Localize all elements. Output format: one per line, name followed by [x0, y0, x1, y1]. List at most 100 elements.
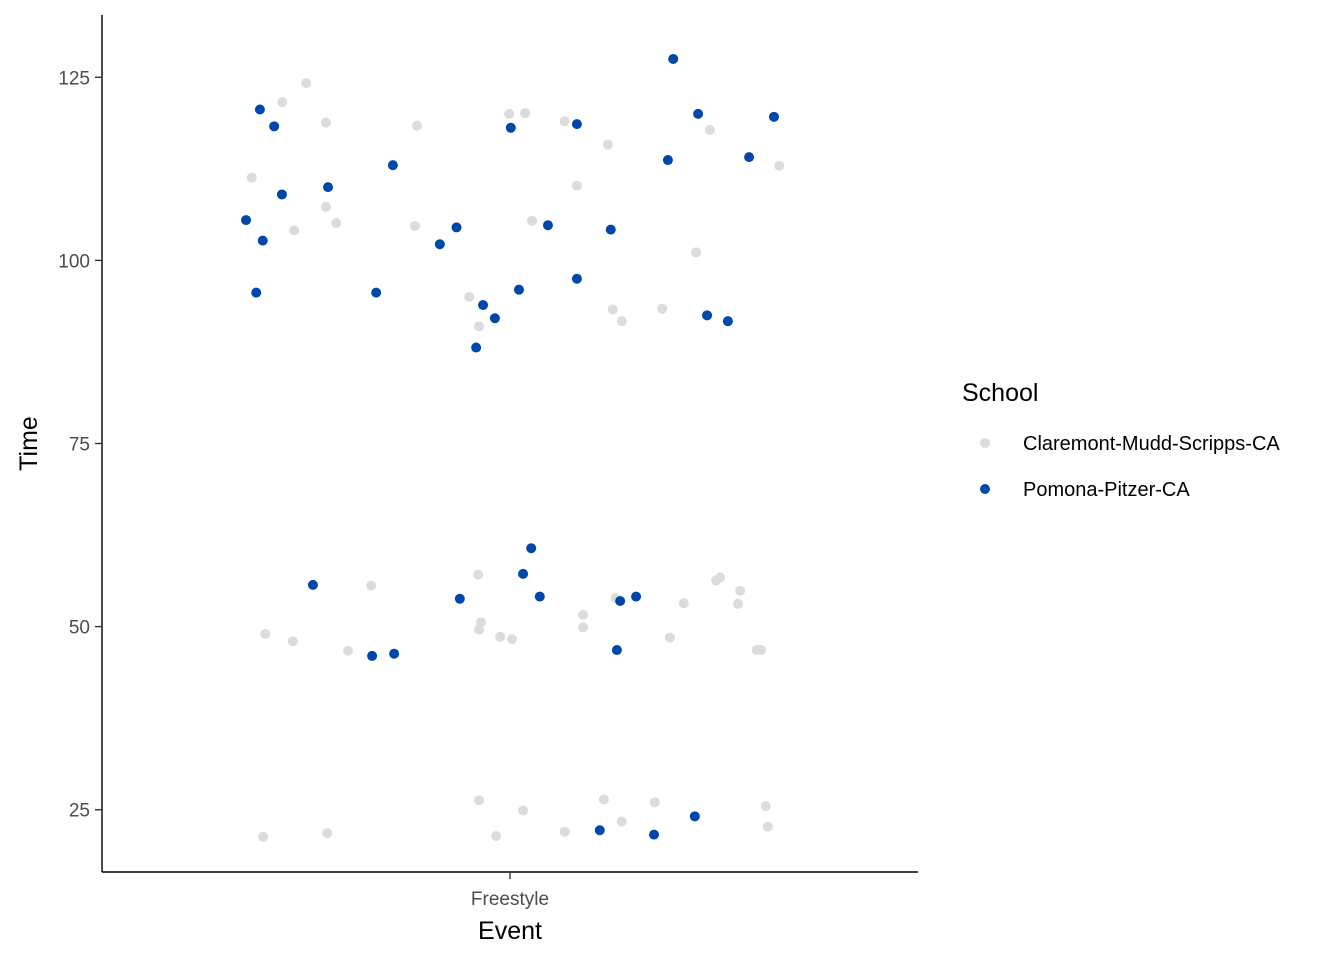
data-point: [489, 313, 500, 324]
data-point: [689, 811, 700, 822]
data-point: [254, 104, 265, 115]
y-tick-label: 50: [69, 618, 90, 639]
data-point: [762, 821, 773, 832]
data-point: [371, 287, 382, 298]
data-point: [527, 215, 538, 226]
data-point: [473, 321, 484, 332]
data-point: [320, 117, 331, 128]
data-point: [611, 645, 622, 656]
data-point: [616, 816, 627, 827]
data-point: [473, 624, 484, 635]
data-point: [473, 795, 484, 806]
data-point: [257, 235, 268, 246]
data-point: [702, 310, 713, 321]
data-point: [277, 97, 288, 108]
data-point: [735, 585, 746, 596]
legend-key: [980, 438, 990, 448]
data-point: [495, 631, 506, 642]
data-point: [323, 182, 334, 193]
data-point: [289, 225, 300, 236]
data-point: [258, 831, 269, 842]
data-point: [578, 609, 589, 620]
data-point: [454, 593, 465, 604]
data-point: [434, 239, 445, 250]
axes: 25 50 75 100 125 Freestyle Event Time: [15, 15, 918, 945]
data-point: [594, 825, 605, 836]
data-point: [301, 78, 311, 89]
data-point: [598, 794, 609, 805]
data-point: [366, 580, 377, 591]
data-point: [559, 116, 570, 127]
data-point: [491, 831, 502, 842]
data-point: [473, 569, 484, 580]
data-point: [387, 160, 398, 171]
data-point: [607, 304, 618, 315]
data-point: [649, 797, 660, 808]
data-point: [287, 636, 298, 647]
legend-label: Claremont-Mudd-Scripps-CA: [1023, 433, 1280, 455]
data-point: [760, 801, 771, 812]
data-point: [571, 180, 582, 191]
data-point: [657, 303, 668, 314]
legend: School Claremont-Mudd-Scripps-CA Pomona-P…: [962, 379, 1280, 501]
data-point: [691, 247, 702, 258]
data-point: [559, 826, 570, 837]
plot-area: [241, 53, 785, 842]
y-tick-label: 100: [58, 251, 90, 272]
y-axis-ticks: 25 50 75 100 125: [58, 68, 102, 822]
legend-items: Claremont-Mudd-Scripps-CA Pomona-Pitzer-C…: [980, 433, 1280, 501]
data-point: [389, 648, 400, 659]
data-point: [241, 215, 252, 226]
data-point: [251, 287, 262, 298]
data-point: [774, 160, 785, 171]
data-point: [322, 828, 333, 839]
data-point: [768, 111, 779, 122]
data-point: [649, 829, 660, 840]
data-point: [513, 284, 524, 295]
data-point: [464, 292, 475, 303]
data-point: [615, 595, 626, 606]
series-0: [246, 78, 785, 842]
data-point: [578, 622, 589, 633]
data-point: [733, 598, 744, 609]
legend-label: Pomona-Pitzer-CA: [1023, 479, 1190, 501]
y-tick-label: 75: [69, 435, 90, 456]
data-point: [260, 628, 271, 639]
data-point: [331, 218, 342, 229]
data-point: [693, 108, 704, 119]
data-point: [307, 579, 318, 590]
data-point: [715, 572, 726, 583]
y-axis-title: Time: [15, 416, 43, 471]
data-point: [343, 645, 354, 656]
legend-key: [980, 484, 990, 494]
data-point: [542, 220, 553, 231]
data-point: [571, 119, 582, 130]
x-axis-ticks: Freestyle: [471, 872, 549, 910]
data-point: [526, 543, 537, 554]
data-point: [246, 172, 257, 183]
x-axis-title: Event: [478, 917, 542, 945]
data-point: [605, 224, 616, 235]
data-point: [668, 53, 679, 64]
data-point: [478, 300, 489, 311]
data-point: [520, 108, 531, 119]
y-tick-label: 25: [69, 801, 90, 822]
data-point: [269, 121, 280, 132]
data-point: [534, 591, 545, 602]
data-point: [471, 342, 482, 353]
data-point: [507, 634, 518, 645]
data-point: [571, 273, 582, 284]
data-point: [409, 220, 420, 231]
data-point: [451, 222, 462, 233]
data-point: [518, 568, 529, 579]
data-point: [320, 201, 331, 212]
data-point: [505, 122, 516, 133]
y-tick-label: 125: [58, 68, 90, 89]
data-point: [678, 598, 689, 609]
legend-title: School: [962, 379, 1038, 407]
data-point: [722, 316, 733, 327]
data-point: [662, 155, 673, 166]
x-tick-label: Freestyle: [471, 889, 549, 910]
